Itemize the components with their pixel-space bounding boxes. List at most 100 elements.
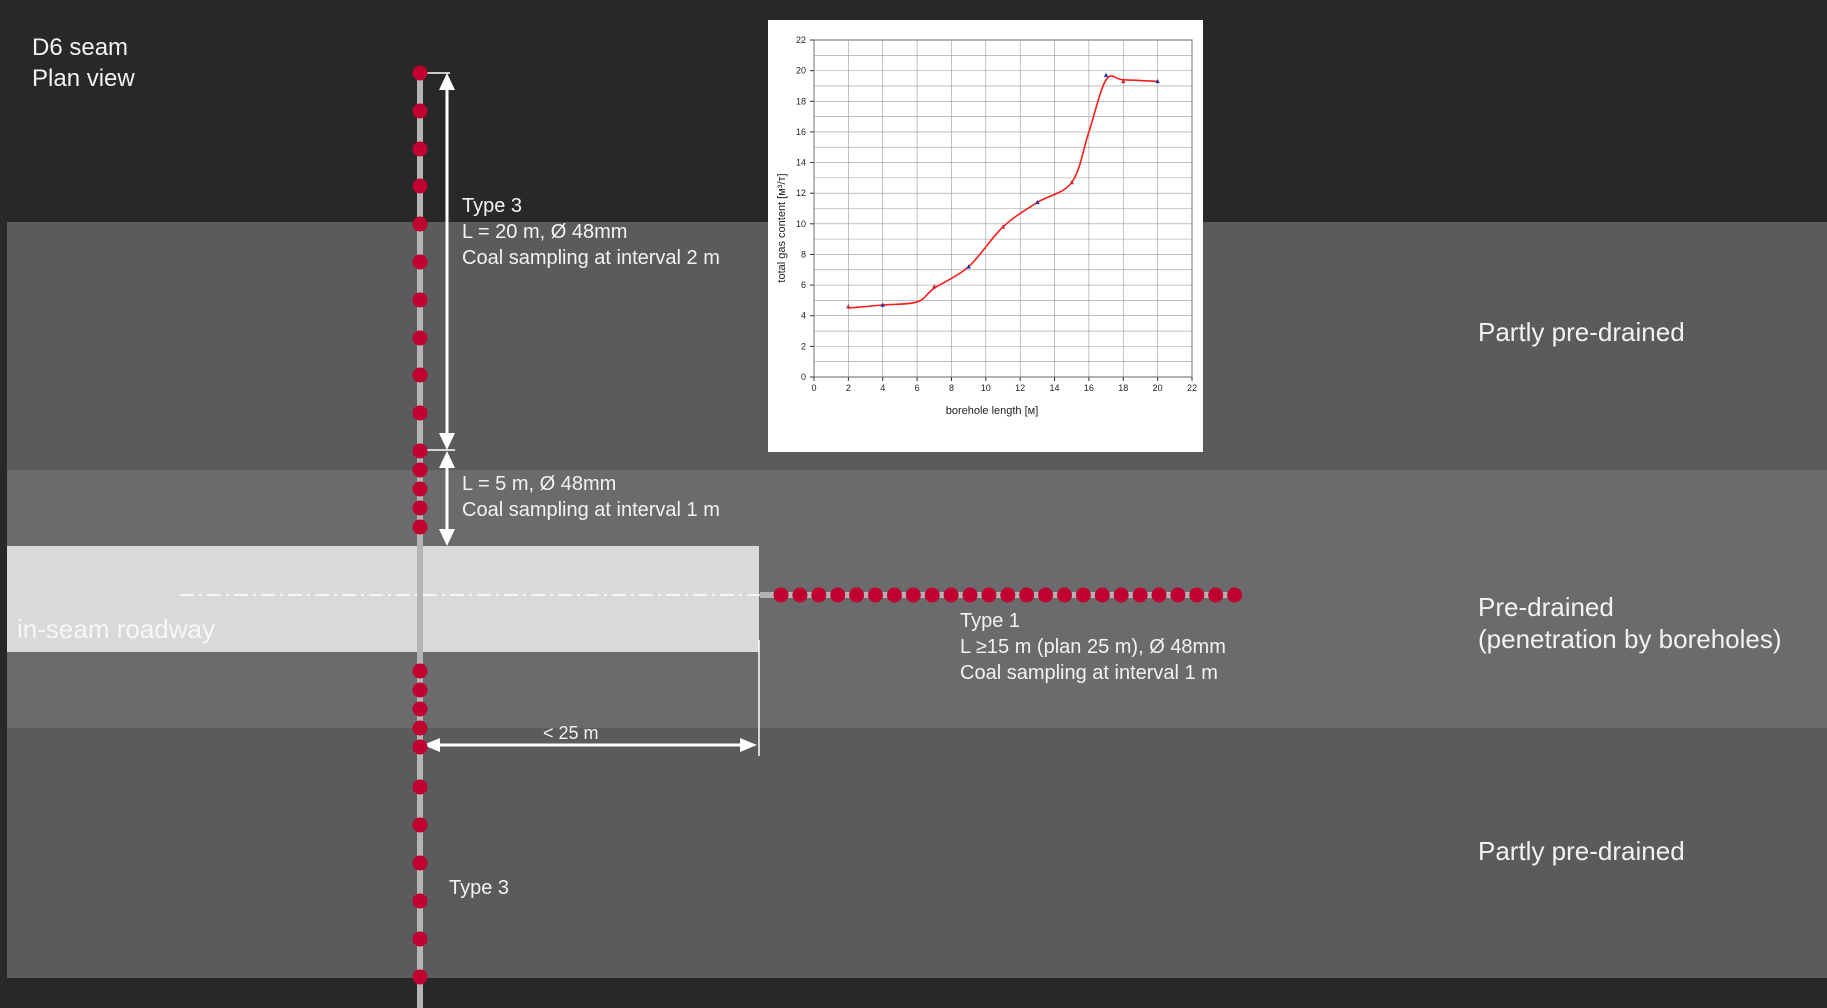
- coal-sample-point: [1208, 587, 1224, 603]
- chart-x-tick-label: 20: [1153, 383, 1163, 393]
- coal-sample-point: [1151, 587, 1167, 603]
- coal-sample-point: [981, 587, 997, 603]
- coal-sample-point: [412, 817, 428, 833]
- chart-data-point: [966, 264, 971, 269]
- coal-sample-point: [412, 779, 428, 795]
- coal-sample-point: [412, 462, 428, 478]
- chart-y-tick-label: 16: [796, 127, 806, 137]
- chart-x-tick-label: 12: [1015, 383, 1025, 393]
- short-length-dimension: [439, 451, 455, 546]
- coal-sample-point: [412, 103, 428, 119]
- coal-sample-point: [1057, 587, 1072, 603]
- upper-zone-label: Partly pre-drained: [1478, 317, 1685, 347]
- coal-sample-point: [412, 292, 428, 308]
- coal-sample-point: [412, 893, 428, 909]
- chart-y-tick-label: 2: [801, 341, 806, 351]
- in-seam-roadway: [7, 546, 759, 652]
- view-title: Plan view: [32, 65, 135, 92]
- chart-y-tick-label: 12: [796, 188, 806, 198]
- chart-x-tick-label: 8: [949, 383, 954, 393]
- chart-x-tick-label: 0: [811, 383, 816, 393]
- seam-title: D6 seam: [32, 34, 129, 61]
- chart-data-point: [1103, 72, 1109, 78]
- bottom-dark-band: [0, 978, 1827, 1008]
- chart-tick-labels: 0 2 4 6 8 10 12 14 16 18 20 22 0 2 4 6 8 10 12 14 16 18 20 22: [796, 35, 1197, 393]
- chart-data-point: [1035, 199, 1040, 205]
- coal-sample-point: [412, 443, 428, 459]
- chart-y-axis-label: total gas content [м³/т]: [776, 173, 788, 282]
- middle-zone-label-line1: Pre-drained: [1478, 592, 1614, 622]
- coal-sample-point: [412, 720, 428, 736]
- chart-data-point: [846, 304, 851, 309]
- chart-data-point: [1155, 78, 1160, 84]
- coal-sample-point: [924, 587, 940, 603]
- chart-x-tick-label: 4: [880, 383, 885, 393]
- distance-label: < 25 m: [543, 723, 599, 743]
- coal-sample-point: [1094, 587, 1110, 603]
- coal-sample-point: [943, 587, 959, 603]
- coal-sample-point: [905, 587, 921, 603]
- coal-sample-point: [412, 969, 428, 985]
- chart-data-markers: [846, 72, 1160, 309]
- coal-sample-point: [811, 587, 827, 603]
- gas-content-chart: 0 2 4 6 8 10 12 14 16 18 20 22 0 2 4 6 8 10 12 14 16 18 20 22 b…: [768, 20, 1203, 452]
- chart-x-tick-label: 16: [1084, 383, 1094, 393]
- coal-sample-point: [792, 587, 808, 603]
- chart-y-tick-label: 6: [801, 280, 806, 290]
- type3-upper-title: Type 3: [462, 195, 523, 217]
- type1-spec: L ≥15 m (plan 25 m), Ø 48mm: [960, 636, 1226, 658]
- short-borehole-sampling: Coal sampling at interval 1 m: [462, 499, 720, 521]
- coal-sample-point: [1132, 587, 1148, 603]
- coal-sample-point: [412, 178, 428, 194]
- coal-sample-point: [412, 254, 428, 270]
- coal-sample-point: [412, 481, 428, 497]
- gas-content-curve: [848, 75, 1158, 309]
- chart-data-point: [1069, 179, 1074, 185]
- distance-dimension: [423, 738, 757, 752]
- coal-sample-point: [773, 587, 789, 603]
- coal-sample-point: [412, 519, 428, 535]
- coal-sample-point: [412, 739, 428, 755]
- chart-x-tick-label: 6: [915, 383, 920, 393]
- chart-y-tick-label: 4: [801, 311, 806, 321]
- chart-y-tick-label: 0: [801, 372, 806, 382]
- chart-y-tick-label: 22: [796, 35, 806, 45]
- coal-sample-point: [849, 587, 865, 603]
- chart-y-tick-label: 20: [796, 66, 806, 76]
- coal-sample-point: [1227, 587, 1243, 603]
- coal-sample-point: [868, 587, 883, 603]
- chart-data-point: [880, 302, 885, 307]
- coal-sample-point: [412, 65, 428, 81]
- coal-sample-point: [1038, 587, 1054, 603]
- gas-content-chart-svg: 0 2 4 6 8 10 12 14 16 18 20 22 0 2 4 6 8 10 12 14 16 18 20 22 b…: [776, 35, 1197, 417]
- chart-data-point: [932, 284, 937, 289]
- coal-sample-point: [886, 587, 902, 603]
- lower-zone-label: Partly pre-drained: [1478, 836, 1685, 866]
- coal-sample-point: [1170, 587, 1186, 603]
- chart-x-tick-label: 14: [1050, 383, 1060, 393]
- chart-y-tick-label: 10: [796, 219, 806, 229]
- type1-sampling: Coal sampling at interval 1 m: [960, 662, 1218, 684]
- coal-sample-point: [412, 141, 428, 157]
- chart-y-tick-label: 14: [796, 158, 806, 168]
- upper-length-dimension: [420, 72, 455, 451]
- coal-sample-point: [962, 587, 978, 603]
- coal-sample-point: [412, 330, 428, 346]
- type1-title: Type 1: [960, 610, 1021, 632]
- coal-sample-point: [412, 663, 428, 679]
- chart-y-tick-label: 18: [796, 96, 806, 106]
- coal-sample-point: [1075, 587, 1091, 603]
- chart-data-point: [1121, 78, 1126, 84]
- coal-sample-point: [412, 701, 428, 717]
- coal-sample-point: [412, 216, 428, 232]
- type3-upper-spec: L = 20 m, Ø 48mm: [462, 221, 628, 243]
- coal-sample-points: [412, 65, 1243, 985]
- chart-data-point: [1000, 224, 1006, 229]
- chart-x-tick-label: 18: [1118, 383, 1128, 393]
- middle-zone-label-line2: (penetration by boreholes): [1478, 624, 1782, 654]
- coal-sample-point: [412, 682, 428, 698]
- coal-sample-point: [412, 931, 428, 947]
- coal-sample-point: [1000, 587, 1016, 603]
- short-borehole-spec: L = 5 m, Ø 48mm: [462, 473, 617, 495]
